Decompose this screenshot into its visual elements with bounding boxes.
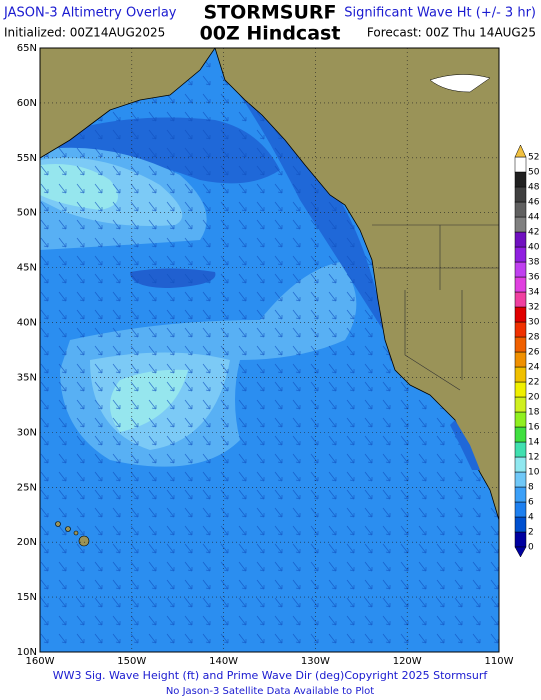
lon-label: 110W (485, 656, 514, 667)
lon-label: 120W (393, 656, 422, 667)
colorbar-label: 14 (528, 438, 540, 448)
colorbar-label: 34 (528, 288, 540, 298)
colorbar-label: 44 (528, 213, 540, 223)
colorbar-label: 22 (528, 378, 539, 388)
colorbar-arrow (514, 144, 527, 158)
colorbar-box (514, 516, 527, 533)
colorbar-label: 50 (528, 168, 540, 178)
colorbar-box (514, 441, 527, 458)
colorbar-box (514, 261, 527, 278)
colorbar-label: 16 (528, 423, 540, 433)
colorbar-label: 32 (528, 303, 539, 313)
colorbar-box (514, 471, 527, 488)
lat-label: 40N (17, 318, 37, 329)
colorbar-label: 26 (528, 348, 540, 358)
colorbar-box (514, 246, 527, 263)
forecast: Forecast: 00Z Thu 14AUG25 (367, 26, 536, 40)
colorbar-box (514, 231, 527, 248)
colorbar-arrow (514, 546, 527, 558)
map-frame (39, 47, 500, 653)
colorbar-box (514, 396, 527, 413)
colorbar-box (514, 381, 527, 398)
colorbar-box (514, 531, 527, 548)
colorbar-label: 36 (528, 273, 540, 283)
left-title: JASON-3 Altimetry Overlay (3, 6, 177, 21)
lat-label: 25N (17, 482, 37, 493)
colorbar-label: 0 (528, 543, 534, 553)
colorbar-box (514, 201, 527, 218)
product: 00Z Hindcast (200, 23, 341, 45)
colorbar-label: 18 (528, 408, 540, 418)
colorbar-label: 6 (528, 498, 534, 508)
lat-label: 10N (17, 647, 37, 658)
colorbar-label: 40 (528, 243, 540, 253)
colorbar-label: 42 (528, 228, 539, 238)
map (40, 48, 499, 652)
colorbar-label: 12 (528, 453, 539, 463)
colorbar-label: 20 (528, 393, 540, 403)
note: No Jason-3 Satellite Data Available to P… (166, 686, 374, 697)
lat-label: 60N (17, 98, 37, 109)
initialized: Initialized: 00Z14AUG2025 (4, 26, 165, 40)
hawaii (55, 521, 90, 547)
colorbar-box (514, 276, 527, 293)
lat-label: 50N (17, 208, 37, 219)
ice (429, 74, 491, 93)
lon-label: 140W (209, 656, 238, 667)
colorbar: 0246810121416182022242628303234363840424… (514, 144, 540, 558)
lat-label: 45N (17, 263, 37, 274)
colorbar-box (514, 171, 527, 188)
colorbar-label: 2 (528, 528, 534, 538)
lon-label: 130W (301, 656, 330, 667)
colorbar-box (514, 456, 527, 473)
colorbar-label: 46 (528, 198, 540, 208)
colorbar-label: 10 (528, 468, 540, 478)
colorbar-box (514, 351, 527, 368)
alaska (40, 48, 216, 159)
colorbar-label: 28 (528, 333, 540, 343)
colorbar-box (514, 411, 527, 428)
colorbar-box (514, 186, 527, 203)
lat-label: 15N (17, 592, 37, 603)
colorbar-box (514, 321, 527, 338)
lat-label: 20N (17, 537, 37, 548)
gulf-of-california (450, 420, 480, 470)
lat-label: 30N (17, 427, 37, 438)
colorbar-box (514, 216, 527, 233)
colorbar-label: 38 (528, 258, 540, 268)
colorbar-label: 52 (528, 153, 539, 163)
brand: STORMSURF (203, 2, 336, 24)
colorbar-box (514, 291, 527, 308)
lon-label: 150W (117, 656, 146, 667)
colorbar-box (514, 156, 527, 173)
colorbar-label: 8 (528, 483, 534, 493)
colorbar-box (514, 336, 527, 353)
lat-label: 35N (17, 372, 37, 383)
north-america (214, 48, 499, 521)
colorbar-label: 24 (528, 363, 540, 373)
colorbar-label: 4 (528, 513, 534, 523)
colorbar-box (514, 426, 527, 443)
colorbar-box (514, 306, 527, 323)
lat-label: 65N (17, 43, 37, 54)
lon-label: 160W (26, 656, 55, 667)
colorbar-box (514, 501, 527, 518)
graticule (40, 48, 499, 652)
right-title: Significant Wave Ht (+/- 3 hr) (344, 6, 536, 21)
colorbar-box (514, 366, 527, 383)
borders (372, 224, 499, 391)
lat-label: 55N (17, 153, 37, 164)
caption: WW3 Sig. Wave Height (ft) and Prime Wave… (53, 669, 489, 682)
colorbar-label: 48 (528, 183, 540, 193)
colorbar-box (514, 486, 527, 503)
colorbar-label: 30 (528, 318, 540, 328)
